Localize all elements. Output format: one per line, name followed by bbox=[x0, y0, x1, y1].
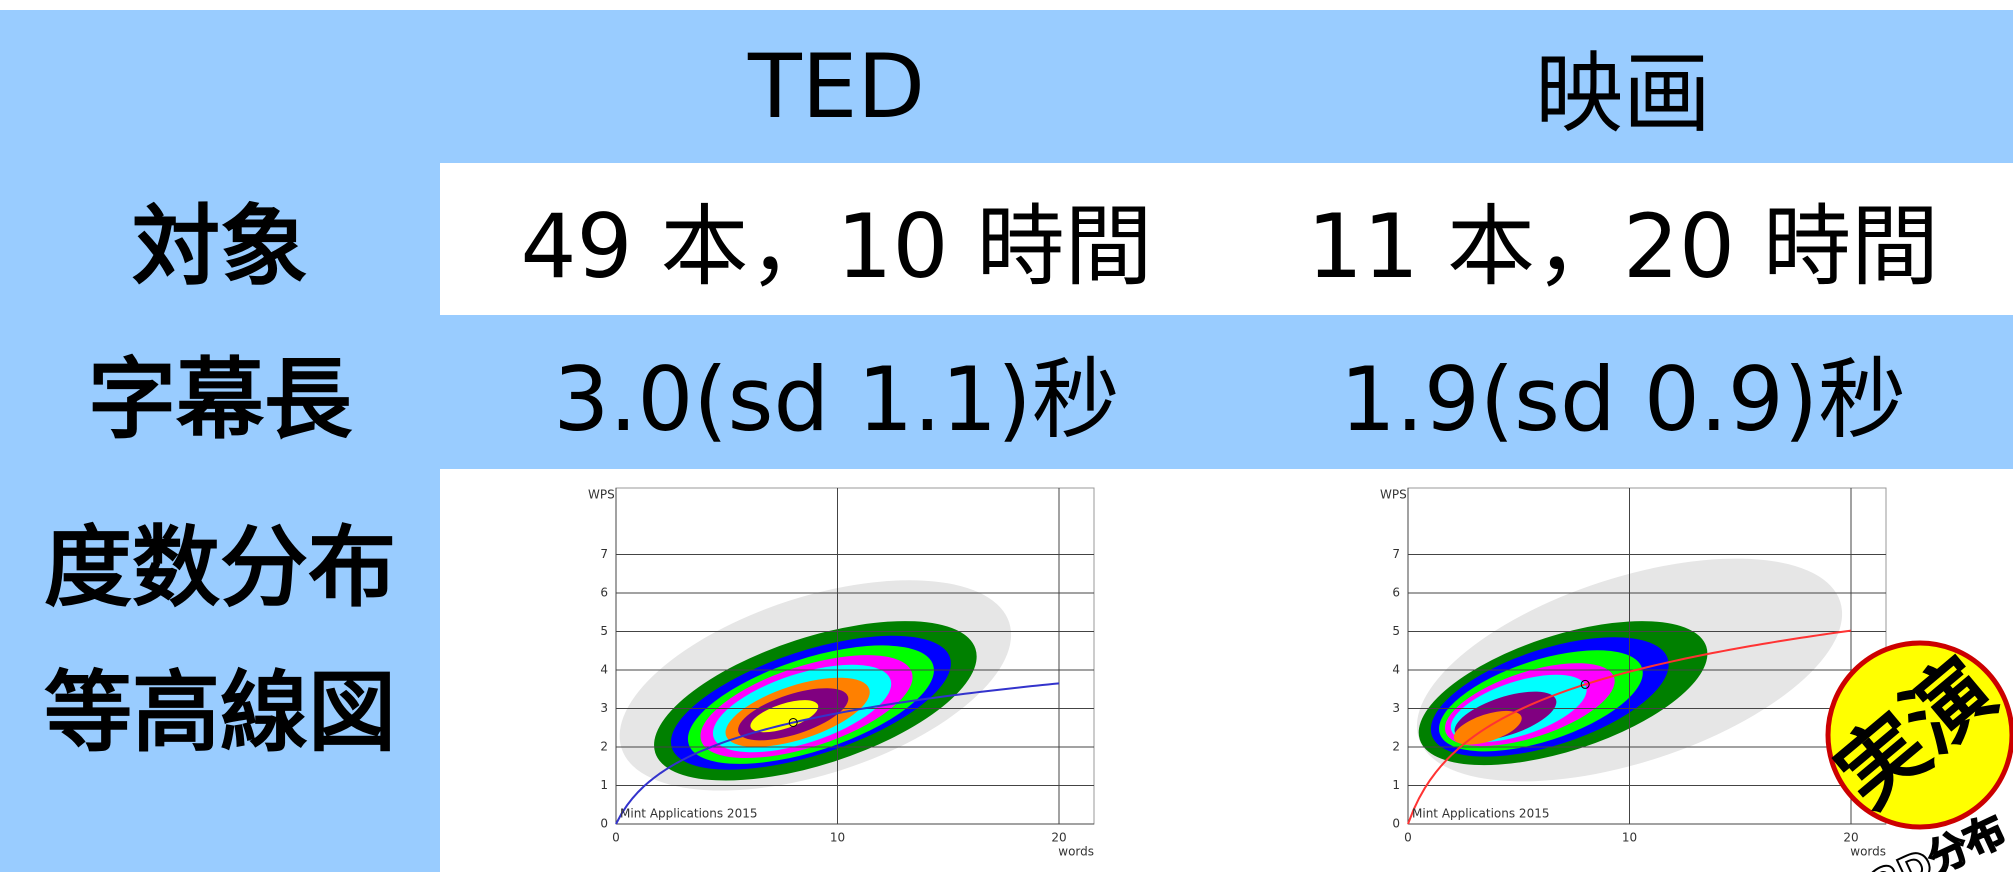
y-tick-label: 7 bbox=[600, 547, 608, 561]
x-tick-label: 0 bbox=[1404, 831, 1412, 845]
contour-plot: 0 1 2 3 4 5 6 7 0 10 20 WPS words Mint Applications 2… bbox=[1380, 487, 1887, 859]
y-tick-label: 6 bbox=[600, 586, 608, 600]
row-label: 度数分布 bbox=[43, 515, 396, 619]
y-tick-label: 1 bbox=[1392, 778, 1400, 792]
fit-point bbox=[788, 717, 798, 727]
x-axis-label: words bbox=[1058, 845, 1094, 859]
row-label: 等高線図 bbox=[43, 660, 396, 764]
fit-curve bbox=[1407, 629, 1852, 825]
fit-point bbox=[1580, 679, 1590, 689]
y-tick-label: 3 bbox=[600, 701, 608, 715]
y-tick-label: 1 bbox=[600, 778, 608, 792]
x-tick-label: 10 bbox=[1622, 831, 1637, 845]
x-tick-label: 10 bbox=[830, 831, 845, 845]
row-label: 字幕長 bbox=[87, 347, 352, 451]
y-tick-label: 4 bbox=[1392, 663, 1400, 677]
y-tick-label: 2 bbox=[1392, 740, 1400, 754]
y-tick-label: 4 bbox=[600, 663, 608, 677]
fit-curve bbox=[615, 682, 1060, 825]
y-tick-label: 0 bbox=[600, 817, 608, 831]
y-axis-label: WPS bbox=[1380, 488, 1407, 502]
y-tick-label: 5 bbox=[1392, 624, 1400, 638]
credit: Mint Applications 2015 bbox=[620, 807, 757, 821]
y-tick-label: 6 bbox=[1392, 586, 1400, 600]
cell-movie: 11 本，20 時間 bbox=[1233, 163, 2013, 315]
header-movie: 映画 bbox=[1233, 10, 2013, 163]
x-tick-label: 20 bbox=[1051, 831, 1066, 845]
badge: 実演 2D分布 bbox=[1820, 640, 2013, 872]
cell-movie: 1.9(sd 0.9)秒 bbox=[1233, 315, 2013, 469]
row-label: 対象 bbox=[131, 194, 308, 298]
contour-plot: 0 1 2 3 4 5 6 7 0 10 20 WPS words Mint Applications 2… bbox=[588, 487, 1095, 859]
x-axis-label: words bbox=[1850, 845, 1886, 859]
cell-ted: 49 本，10 時間 bbox=[440, 163, 1233, 315]
y-tick-label: 3 bbox=[1392, 701, 1400, 715]
y-tick-label: 7 bbox=[1392, 547, 1400, 561]
header-ted: TED bbox=[440, 10, 1233, 163]
badge-circle bbox=[1825, 640, 2013, 830]
credit: Mint Applications 2015 bbox=[1412, 807, 1549, 821]
x-tick-label: 20 bbox=[1843, 831, 1858, 845]
cell-ted: 3.0(sd 1.1)秒 bbox=[440, 315, 1233, 469]
y-tick-label: 0 bbox=[1392, 817, 1400, 831]
y-axis-label: WPS bbox=[588, 488, 615, 502]
y-tick-label: 5 bbox=[600, 624, 608, 638]
x-tick-label: 0 bbox=[612, 831, 620, 845]
label-column bbox=[0, 10, 440, 872]
y-tick-label: 2 bbox=[600, 740, 608, 754]
